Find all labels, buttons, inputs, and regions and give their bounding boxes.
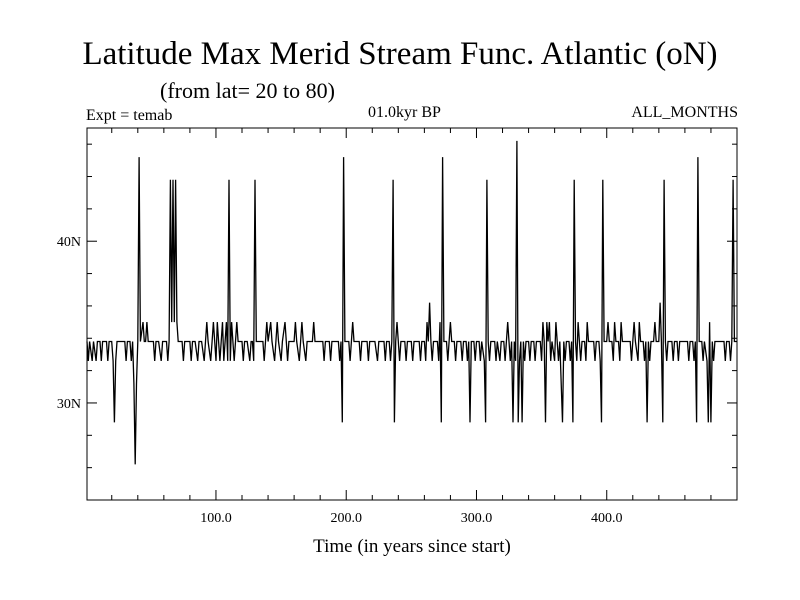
x-tick-label: 400.0 bbox=[591, 511, 623, 526]
x-tick-label: 200.0 bbox=[330, 511, 362, 526]
months-label: ALL_MONTHS bbox=[631, 104, 738, 121]
tick-marks bbox=[87, 128, 737, 500]
chart-subtitle: (from lat= 20 to 80) bbox=[160, 78, 335, 103]
period-label: 01.0kyr BP bbox=[368, 104, 441, 121]
x-axis-label: Time (in years since start) bbox=[313, 536, 511, 557]
tick-labels: 30N 40N 100.0 200.0 300.0 400.0 bbox=[57, 235, 623, 526]
plot-frame bbox=[86, 127, 738, 501]
x-tick-label: 100.0 bbox=[200, 511, 232, 526]
series-line bbox=[86, 140, 737, 465]
y-tick-label: 30N bbox=[57, 397, 81, 412]
y-tick-label: 40N bbox=[57, 235, 81, 250]
experiment-label: Expt = temab bbox=[86, 107, 173, 124]
chart-title: Latitude Max Merid Stream Func. Atlantic… bbox=[82, 36, 718, 72]
x-tick-label: 300.0 bbox=[461, 511, 493, 526]
